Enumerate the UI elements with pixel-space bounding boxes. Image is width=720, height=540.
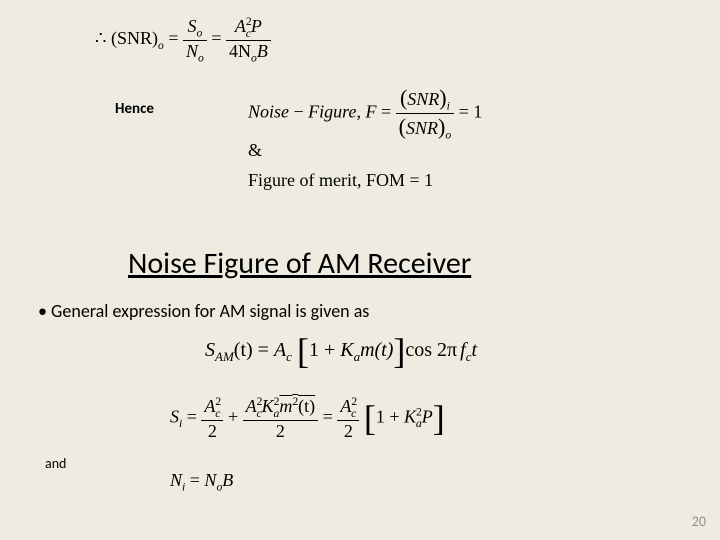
eq5-t2c: m [279,396,292,416]
eq5-lb: [ [364,402,376,434]
eq3-rhs: = 1 [405,170,433,190]
eq1-prefix: ∴ (SNR) [95,28,158,48]
eq5-one: 1 + [376,407,404,427]
eq1-f2db: B [257,41,268,61]
eq5-t1a: A [204,396,215,416]
eq4-m: m(t) [360,339,393,361]
eq2-dL: ( [399,114,406,139]
and-label: and [45,455,66,472]
eq4-A: A [274,339,286,361]
eq4-Ssub: AM [215,349,234,364]
equation-ni: Ni = NoB [170,470,233,494]
ampersand: & [248,140,262,161]
eq5-t3: A2c 2 [337,395,359,442]
eq2-frac: (SNR)i (SNR)o [396,85,455,142]
eq6-rb: B [222,470,233,490]
eq5-eq2: = [323,407,338,427]
eq1-f2da: 4N [229,41,251,61]
eq4-t: t [472,339,478,361]
eq5-t1d: 2 [201,421,223,442]
equation-noise-figure: Noise − Figure, F = (SNR)i (SNR)o = 1 [248,85,482,142]
eq1-f2b: P [251,16,262,36]
eq6-ra: N [204,470,216,490]
eq2-nsub: i [447,100,450,113]
eq2-dash: − [289,102,308,122]
eq6-eq: = [185,470,204,490]
eq5-t2b: K [262,396,274,416]
equation-snr-output: ∴ (SNR)o = So No = A2cP 4NoB [95,15,271,65]
eq5-t1sub: c [215,407,220,420]
eq2-nR: ) [439,85,446,110]
eq5-t2d: 2 [243,421,319,442]
eq1-frac1: So No [183,16,207,65]
page-number: 20 [692,513,706,530]
eq2-nT: SNR [407,89,439,109]
eq2-lb: Figure, F [308,102,376,122]
eq4-arg: (t) = [234,339,274,361]
eq3-label: Figure of merit, FOM [248,170,405,190]
eq4-K: K [340,339,353,361]
eq5-P: P [422,407,433,427]
eq5-t1: A2c 2 [201,395,223,442]
bullet-general-expression: General expression for AM signal is give… [38,300,369,322]
eq5-plus: + [228,407,243,427]
eq2-la: Noise [248,102,289,122]
eq2-eq: = [381,102,396,122]
eq2-dsub: o [445,129,451,142]
eq1-f1den: N [186,41,198,61]
eq5-t3sub: c [351,407,356,420]
eq5-S: S [170,407,179,427]
equation-si: Si = A2c 2 + A2cK2am2(t) 2 = A2c 2 [1 + … [170,395,445,442]
eq4-lb: [ [297,335,309,367]
eq4-rb: ] [393,335,405,367]
eq4-Asub: c [286,349,292,364]
eq2-dT: SNR [406,118,438,138]
eq2-rhs: = 1 [459,102,483,122]
eq5-rb: ] [433,402,445,434]
eq5-t3a: A [340,396,351,416]
eq5-eq1: = [182,407,201,427]
eq6-N: N [170,470,182,490]
eq1-f1den-sub: o [198,51,204,64]
hence-label: Hence [115,100,154,118]
eq1-frac2: A2cP 4NoB [226,15,271,65]
section-heading: Noise Figure of AM Receiver [128,245,471,282]
eq1-subo: o [158,39,164,52]
eq5-t2arg: (t) [298,396,315,416]
equation-sam: SAM(t) = Ac [1 + Kam(t)]cos 2πfct [205,335,477,367]
eq4-one: 1 + [309,339,340,361]
eq1-f1num-sub: o [196,26,202,39]
bullet1-text: General expression for AM signal is give… [51,300,369,322]
eq1-f2a: A [235,16,246,36]
eq5-t2: A2cK2am2(t) 2 [243,395,319,442]
eq5-t2a: A [246,396,257,416]
eq5-t3d: 2 [337,421,359,442]
eq4-cos: cos 2π [405,339,457,361]
equation-fom: Figure of merit, FOM = 1 [248,170,433,191]
eq4-S: S [205,339,215,361]
eq5-Kb: K [404,407,416,427]
eq1-eq2: = [211,28,226,48]
eq1-eq1: = [168,28,183,48]
